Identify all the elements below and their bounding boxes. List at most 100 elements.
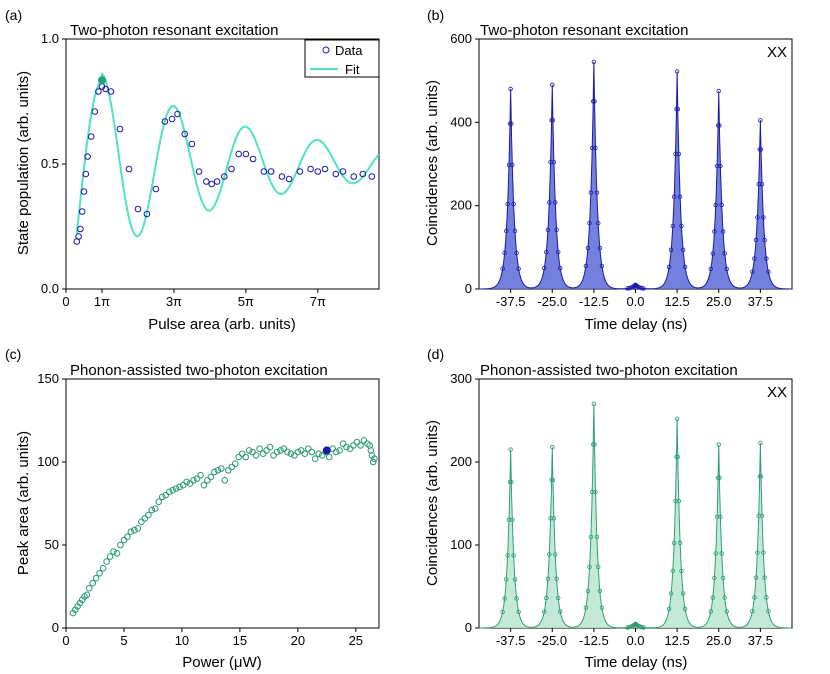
panel-a-data-point [116,125,124,133]
panel-a-data-point [235,150,242,158]
panel-b-data-point [718,163,723,169]
panel-a-title: Two-photon resonant excitation [70,22,278,39]
panel-a-data-point [314,168,322,175]
panel-d-data-point [591,442,596,447]
panel-b-ytick-label: 600 [450,31,472,46]
panel-d-data-point [757,474,762,479]
panel-a-xtick-label: 0 [62,294,69,309]
panel-d-data-point [596,564,601,570]
panel-d-data-point [750,609,755,614]
panel-b-data-point [583,263,589,269]
panel-b-data-point [556,249,561,255]
panel-a-y-axis-label: State population (arb. units) [15,71,32,255]
panel-b-data-point [724,266,729,272]
panel-b-data-point [512,228,518,234]
panel-b-data-point [674,106,679,112]
panel-d-data-point [597,588,603,594]
panel-c-xtick-label: 20 [291,633,305,648]
panel-c-data-point [301,450,309,458]
panel-a-data-point [359,170,367,178]
panel-b-data-point [668,247,674,252]
panel-a-ytick-label: 0.0 [41,281,59,296]
panel-d-data-point [500,609,505,614]
panel-b-data-point [594,190,600,195]
panel-d-data-point [512,577,518,582]
panel-d-data-point [682,606,688,612]
panel-b-trace-line [479,61,792,290]
panel-a-data-point [168,115,176,123]
panel-d-data-point [507,479,513,485]
panel-d-data-point [752,595,757,600]
panel-b-data-point [757,147,762,152]
panel-c-data-point [113,550,121,557]
panel-a-xtick-label: 3π [166,294,182,309]
panel-a-data-point [213,178,221,185]
panel-a-data-point [161,118,169,125]
panel-d-data-point [674,416,680,421]
panel-d-xtick-label: -25.0 [537,633,567,648]
panel-b-data-point [510,162,515,167]
panel-a-ytick-label: 0.5 [41,156,59,171]
panel-b-data-point [591,59,597,65]
panel-b-data-point [516,266,521,271]
panel-b-data-point [553,200,558,205]
panel-c-data-point [204,477,211,484]
panel-label-c: (c) [5,346,21,362]
panel-a-data-point [91,108,99,115]
panel-d-data-point [716,442,721,447]
panel-label-d: (d) [427,346,444,362]
panel-c-data-point [120,536,128,544]
panel-c-data-point [83,591,91,599]
panel-c-data-point [339,440,347,448]
panel-c-highlight-point [322,446,331,455]
panel-d-data-point [759,513,765,518]
panel-b-data-point [759,181,765,187]
panel-a-data-point [267,168,275,175]
panel-b-data-point [712,229,717,234]
panel-d-data-point [544,595,549,601]
panel-d-data-point [508,447,513,452]
panel-label-a: (a) [5,7,22,23]
panel-c-data-point [155,498,162,506]
panel-a-data-point [134,205,142,213]
panel-a-data-point [195,168,203,175]
panel-d-data-point [724,609,729,614]
panel-b-data-point [588,190,594,195]
panel-b-data-point [680,247,686,252]
panel-b-frame [478,38,793,290]
panel-b-data-point [596,220,601,226]
panel-c-data-point [277,447,284,454]
panel-c-data-point [284,448,291,456]
panel-d-data-point [722,595,727,600]
panel-d-data-point [712,575,717,581]
panel-b-data-point [753,237,759,243]
panel-b-data-point [639,285,644,291]
panel-label-b: (b) [427,7,444,23]
panel-b-data-point [764,256,769,261]
panel-b-data-point [674,69,680,74]
panel-c-data-point [343,443,350,451]
panel-a-data-point [249,155,257,163]
panel-b: (b) Two-photon resonant excitation XX -3… [424,7,793,333]
panel-c-data-point [252,452,260,459]
panel-d-data-point [550,477,556,483]
panel-c-data-point [106,553,114,560]
panel-c-data-point [256,445,263,453]
panel-b-data-point [720,229,726,234]
panel-d: (d) Phonon-assisted two-photon excitatio… [424,346,793,671]
panel-d-data-point [556,595,561,601]
panel-b-xtick-label: 0.0 [626,294,644,309]
panel-c-data-point [169,486,176,494]
panel-d-data-point [502,596,507,601]
panel-c-data-point [332,448,340,456]
panel-c-xtick-label: 15 [233,633,247,648]
panel-d-data-point [588,534,594,540]
panel-b-xtick-label: -25.0 [537,294,567,309]
panel-d-y-axis-label: Coincidences (arb. units) [424,420,441,586]
panel-c-data-point [298,447,305,454]
panel-c-data-point [110,548,117,555]
panel-d-data-point [554,576,559,581]
panel-c-data-point [172,485,180,492]
panel-c-data-point [127,528,135,536]
panel-b-data-point [676,151,681,157]
